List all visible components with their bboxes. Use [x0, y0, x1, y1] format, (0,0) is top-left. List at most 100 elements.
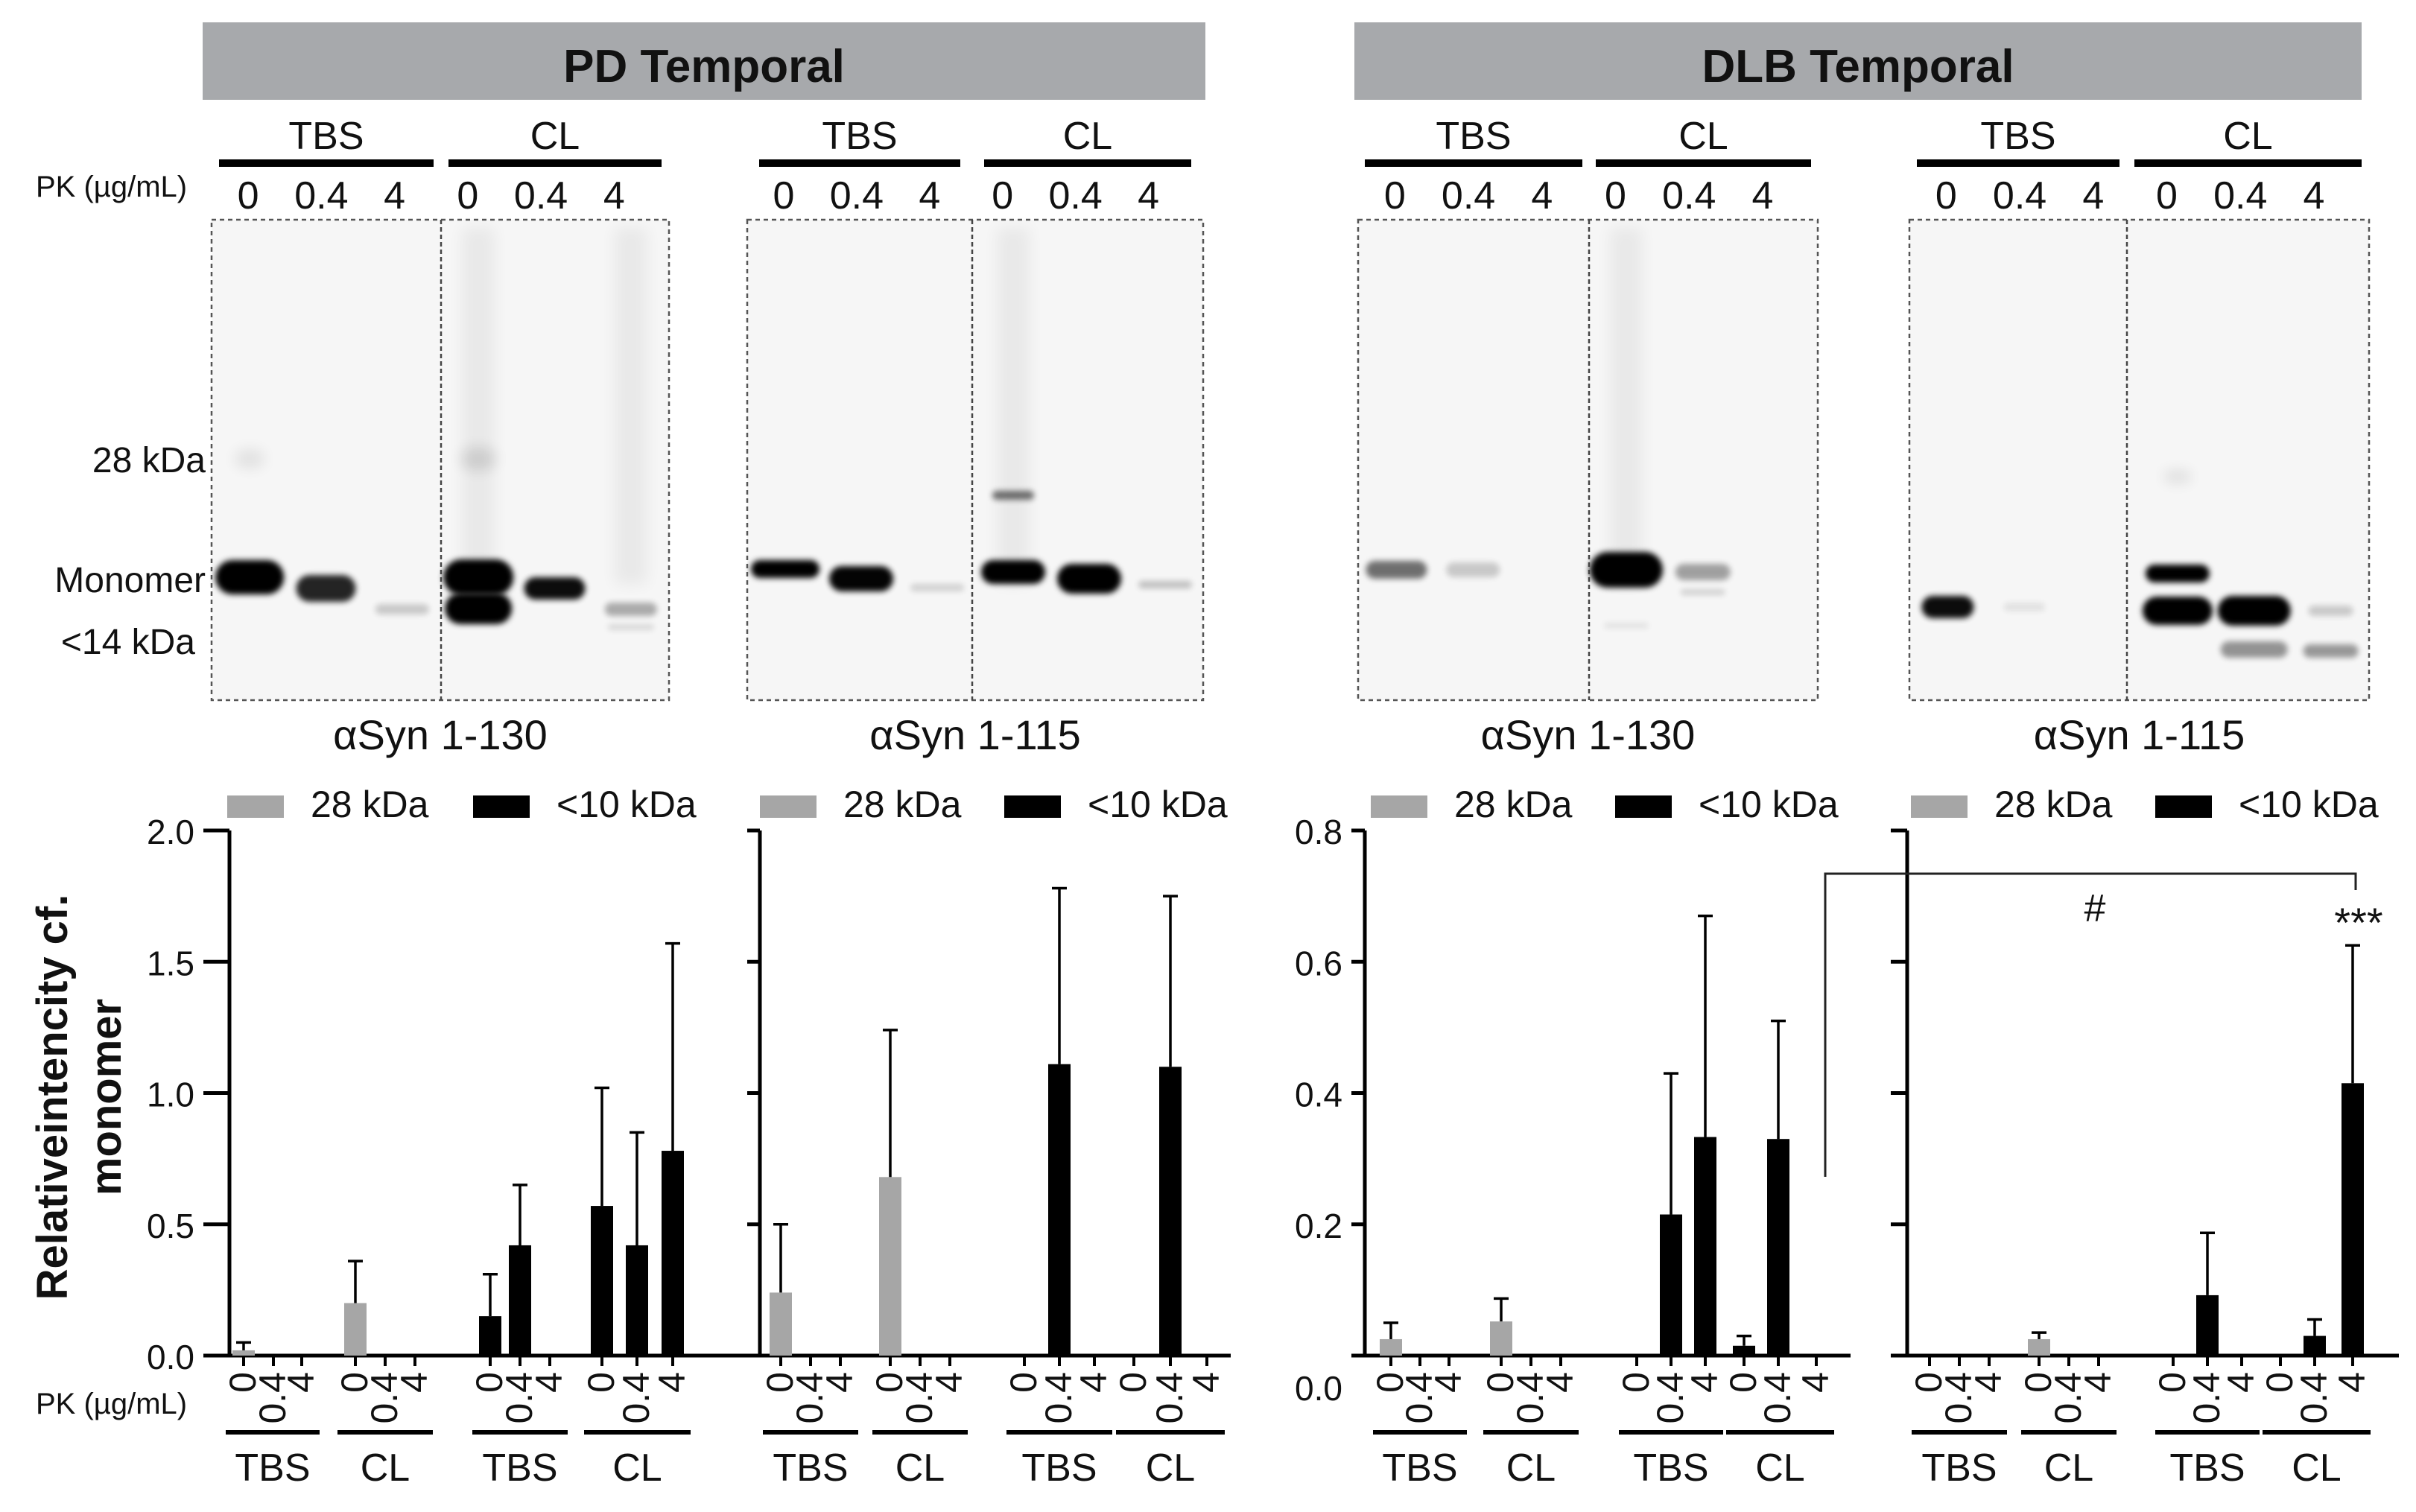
legend-swatch [1615, 795, 1672, 818]
blot-4: TBS CL 0 0.4 4 0 0.4 4 αSyn 1-115 [1908, 115, 2371, 758]
group-label-tbs-2: TBS [482, 1446, 557, 1490]
x-tick-label: 0 [334, 1372, 375, 1393]
pk-lane-label: 0 [1935, 174, 1957, 217]
x-tick-label: 4 [1684, 1372, 1725, 1393]
band [604, 603, 657, 616]
x-tick-label: 0 [869, 1372, 910, 1393]
legend-label: <10 kDa [1699, 784, 1839, 825]
legend-swatch [2155, 795, 2212, 818]
group-label-tbs: TBS [288, 115, 364, 158]
pk-lane-label: 4 [2082, 174, 2104, 217]
panel-banner-pd [203, 22, 1205, 100]
group-underline [1006, 1430, 1112, 1435]
pk-label-blot: PK (µg/mL) [36, 171, 187, 203]
x-tick-label: 0 [1722, 1372, 1764, 1393]
x-tick-label: 0 [2152, 1372, 2193, 1393]
legend-swatch [760, 795, 817, 818]
blot-frame [746, 218, 1205, 702]
blot-2: TBS CL 0 0.4 4 0 0.4 4 αSyn 1-115 [746, 115, 1205, 758]
x-tick-label: 0.4 [2186, 1372, 2228, 1424]
group-label-tbs-1: TBS [1382, 1446, 1457, 1490]
x-tick-label: 0.4 [1938, 1372, 1979, 1424]
group-underline [1596, 159, 1811, 167]
pk-lane-label: 0 [238, 174, 259, 217]
group-underline [1116, 1430, 1225, 1435]
group-label-cl-1: CL [1506, 1446, 1556, 1490]
legend-label: 28 kDa [843, 784, 962, 825]
lane-smear [1609, 227, 1643, 585]
x-tick-label: 0 [2017, 1372, 2059, 1393]
antibody-label: αSyn 1-115 [2034, 711, 2245, 758]
pk-lane-label: 4 [1751, 174, 1773, 217]
group-underline [1365, 159, 1582, 167]
pk-lane-label: 0.4 [1442, 174, 1495, 217]
band [375, 604, 429, 614]
pk-lane-label: 4 [2303, 174, 2324, 217]
x-tick-label: 4 [2077, 1372, 2119, 1393]
group-label-cl-1: CL [361, 1446, 410, 1490]
panel-title-pd: PD Temporal [563, 41, 845, 92]
group-label-tbs-1: TBS [1921, 1446, 1997, 1490]
x-tick-label: 4 [1073, 1372, 1115, 1393]
bar [879, 1177, 901, 1356]
band [296, 575, 356, 602]
blot-background [747, 220, 1203, 700]
pk-lane-label: 0.4 [294, 174, 348, 217]
band [1603, 623, 1649, 629]
band [235, 449, 265, 468]
pk-lane-label: 0 [992, 174, 1013, 217]
band [215, 560, 285, 594]
bar [1660, 1214, 1682, 1356]
x-tick-label: 0 [222, 1372, 264, 1393]
band [829, 566, 893, 591]
x-tick-label: 4 [1185, 1372, 1227, 1393]
x-tick-label: 0.4 [498, 1372, 540, 1424]
group-label-tbs: TBS [1436, 115, 1511, 158]
bar [2304, 1335, 2326, 1356]
band [1921, 596, 1974, 618]
x-tick-label: 0 [1480, 1372, 1521, 1393]
bar [2196, 1295, 2219, 1356]
y-tick-label: 0.5 [147, 1207, 194, 1245]
bar [770, 1292, 792, 1356]
group-underline [1726, 1430, 1834, 1435]
x-tick-label: 0.4 [615, 1372, 657, 1424]
group-underline [2263, 1430, 2371, 1435]
band [751, 560, 819, 578]
band [910, 584, 964, 591]
group-underline [872, 1430, 968, 1435]
bar [1490, 1321, 1512, 1356]
pk-lane-label: 0.4 [1993, 174, 2046, 217]
bar [2028, 1338, 2050, 1356]
band [1589, 552, 1663, 588]
group-label-tbs: TBS [822, 115, 897, 158]
y-tick-label: 1.0 [147, 1076, 194, 1114]
label-monomer: Monomer [54, 561, 206, 600]
significance-bracket [1824, 872, 2357, 1177]
lane-smear [614, 227, 647, 585]
bar [344, 1303, 367, 1356]
pk-lane-label: 0.4 [1662, 174, 1716, 217]
group-label-tbs-2: TBS [1021, 1446, 1097, 1490]
group-underline [1373, 1430, 1467, 1435]
band [445, 593, 513, 624]
group-label-tbs-1: TBS [235, 1446, 310, 1490]
pk-lane-label: 4 [919, 174, 940, 217]
group-label-tbs-1: TBS [773, 1446, 848, 1490]
band [1057, 564, 1121, 594]
band [2003, 603, 2046, 612]
pk-lane-label: 0.4 [2213, 174, 2267, 217]
group-label-cl-2: CL [2292, 1446, 2341, 1490]
group-label-tbs: TBS [1980, 115, 2055, 158]
pk-lane-label: 4 [384, 174, 405, 217]
legend-label: 28 kDa [311, 784, 429, 825]
x-tick-label: 4 [1968, 1372, 2009, 1393]
x-tick-label: 4 [651, 1372, 693, 1393]
x-tick-label: 0.4 [252, 1372, 294, 1424]
x-tick-label: 0.4 [1149, 1372, 1190, 1424]
x-tick-label: 0.4 [2047, 1372, 2089, 1424]
antibody-label: αSyn 1-130 [333, 711, 548, 758]
significance-stars: *** [2334, 899, 2382, 946]
